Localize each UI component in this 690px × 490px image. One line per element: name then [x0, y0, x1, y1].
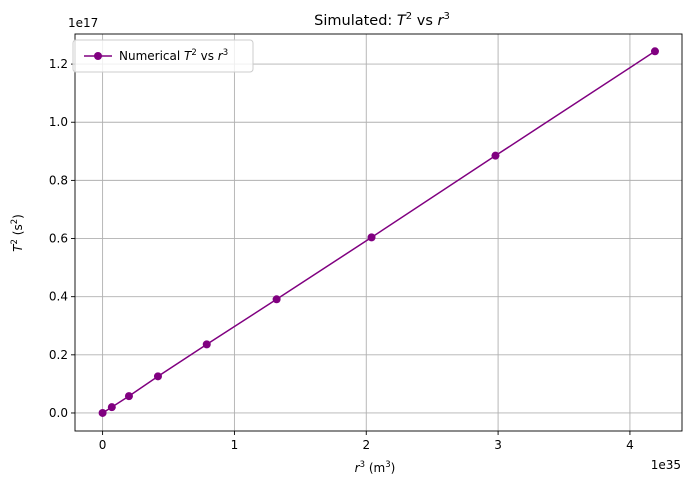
legend-mid: vs: [197, 49, 218, 63]
x-label-var: r: [355, 461, 361, 475]
y-label-unit-close: ): [11, 214, 25, 219]
title-t: T: [397, 13, 407, 29]
x-label-unit-exp: 3: [385, 460, 390, 470]
x-offset-label: 1e35: [651, 458, 681, 472]
y-label-var: T: [11, 243, 25, 252]
y-tick-label: 0.4: [49, 290, 68, 304]
y-tick-label: 0.6: [49, 232, 68, 246]
legend-r-exp: 3: [223, 48, 228, 58]
data-point: [107, 403, 116, 412]
grid: [75, 34, 682, 431]
data-point: [650, 47, 659, 56]
y-axis-ticks: 0.0 0.2 0.4 0.6 0.8 1.0 1.2: [49, 57, 75, 420]
title-t-exp: 2: [406, 11, 412, 22]
x-tick-label: 4: [626, 438, 634, 452]
legend-r: r: [218, 49, 224, 63]
data-point: [153, 372, 162, 381]
legend-marker-swatch: [94, 52, 102, 60]
data-point: [491, 151, 500, 160]
y-tick-label: 0.8: [49, 173, 68, 187]
x-tick-label: 1: [231, 438, 239, 452]
title-mid: vs: [412, 13, 437, 29]
y-tick-label: 1.0: [49, 115, 68, 129]
y-axis-label: T2 (s2): [10, 214, 25, 252]
chart-title: Simulated: T2 vs r3: [314, 11, 450, 29]
legend-box: [72, 39, 254, 73]
data-point: [272, 295, 281, 304]
x-tick-label: 0: [99, 438, 107, 452]
title-r-exp: 3: [443, 11, 449, 22]
x-label-var-exp: 3: [360, 460, 365, 470]
legend: Numerical T2 vs r3: [72, 39, 254, 73]
x-tick-label: 2: [362, 438, 370, 452]
x-tick-label: 3: [494, 438, 502, 452]
legend-t: T: [184, 49, 193, 63]
data-point: [124, 392, 133, 401]
legend-entry-label: Numerical T2 vs r3: [119, 48, 228, 63]
y-label-unit-exp: 2: [10, 219, 20, 224]
x-label-unit-close: ): [391, 461, 396, 475]
x-label-unit-open: (m: [365, 461, 385, 475]
series-layer: [98, 47, 659, 417]
data-point: [367, 233, 376, 242]
data-point: [98, 408, 107, 417]
y-tick-label: 0.2: [49, 348, 68, 362]
y-tick-label: 0.0: [49, 406, 68, 420]
x-axis-ticks: 0 1 2 3 4: [99, 431, 634, 452]
y-label-var-exp: 2: [10, 239, 20, 244]
title-r: r: [438, 13, 445, 29]
y-label-unit-open: (s: [11, 224, 25, 239]
legend-t-exp: 2: [191, 48, 196, 58]
y-offset-label: 1e17: [68, 16, 98, 30]
title-prefix: Simulated:: [314, 13, 397, 29]
plot-area: [74, 33, 683, 432]
x-axis-label: r3 (m3): [355, 460, 396, 475]
data-point: [202, 340, 211, 349]
legend-prefix: Numerical: [119, 49, 184, 63]
y-tick-label: 1.2: [49, 57, 68, 71]
